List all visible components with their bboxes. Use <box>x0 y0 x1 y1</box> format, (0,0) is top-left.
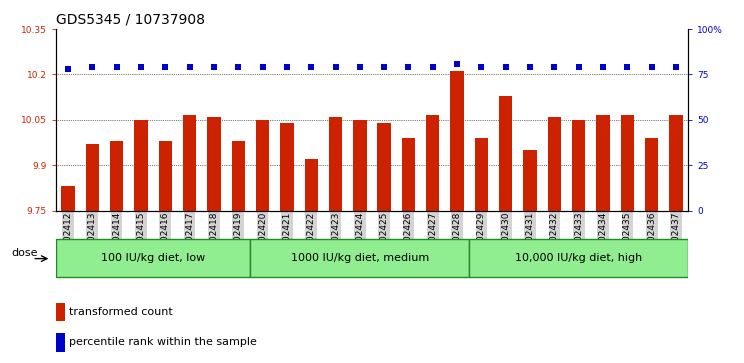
Bar <box>353 120 367 211</box>
Bar <box>499 95 513 211</box>
Point <box>281 64 293 70</box>
Bar <box>304 159 318 211</box>
Text: dose: dose <box>12 248 39 258</box>
Text: percentile rank within the sample: percentile rank within the sample <box>69 337 257 347</box>
Point <box>451 61 463 66</box>
Text: 1000 IU/kg diet, medium: 1000 IU/kg diet, medium <box>291 253 429 263</box>
Bar <box>426 115 440 211</box>
Bar <box>134 120 147 211</box>
Point <box>646 64 658 70</box>
Bar <box>475 138 488 211</box>
Bar <box>597 115 610 211</box>
Bar <box>402 138 415 211</box>
Point <box>670 64 682 70</box>
Point <box>548 64 560 70</box>
Text: 10,000 IU/kg diet, high: 10,000 IU/kg diet, high <box>515 253 642 263</box>
Text: GDS5345 / 10737908: GDS5345 / 10737908 <box>56 12 205 26</box>
Bar <box>469 239 688 277</box>
Bar <box>183 115 196 211</box>
Point <box>62 66 74 72</box>
Point <box>330 64 341 70</box>
Bar <box>524 150 536 211</box>
Point <box>573 64 585 70</box>
Bar <box>56 303 65 322</box>
Bar <box>670 115 683 211</box>
Bar <box>208 117 220 211</box>
Point <box>208 64 220 70</box>
Point <box>184 64 196 70</box>
Point <box>403 64 414 70</box>
Bar <box>329 117 342 211</box>
Point <box>500 64 512 70</box>
Bar <box>620 115 634 211</box>
Bar <box>572 120 586 211</box>
Point <box>597 64 609 70</box>
Point <box>159 64 171 70</box>
Point <box>475 64 487 70</box>
Point <box>427 64 439 70</box>
Bar <box>256 120 269 211</box>
Bar <box>280 123 294 211</box>
Bar <box>231 141 245 211</box>
Bar <box>645 138 658 211</box>
Point <box>135 64 147 70</box>
Point <box>305 64 317 70</box>
Bar <box>56 333 65 351</box>
Text: transformed count: transformed count <box>69 307 173 317</box>
Point <box>621 64 633 70</box>
Bar <box>377 123 391 211</box>
Bar <box>450 72 464 211</box>
Point <box>86 64 98 70</box>
Bar <box>110 141 124 211</box>
Bar <box>86 144 99 211</box>
Point <box>378 64 390 70</box>
Bar <box>251 239 469 277</box>
Text: 100 IU/kg diet, low: 100 IU/kg diet, low <box>101 253 205 263</box>
Point <box>232 64 244 70</box>
Point <box>525 64 536 70</box>
Bar <box>61 186 74 211</box>
Point <box>354 64 366 70</box>
Point <box>111 64 123 70</box>
Point <box>257 64 269 70</box>
Bar <box>158 141 172 211</box>
Bar <box>548 117 561 211</box>
Bar <box>56 239 251 277</box>
